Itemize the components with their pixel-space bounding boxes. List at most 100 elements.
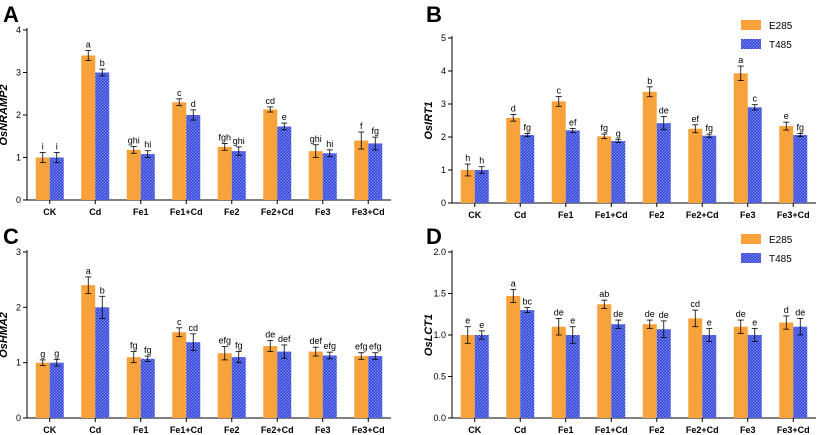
significance-label: ghi [233, 136, 245, 146]
panel-A-letter: A [3, 2, 19, 27]
significance-label: fg [600, 123, 608, 133]
bar-e285 [733, 326, 748, 418]
y-tick-label: 3 [441, 99, 446, 109]
bar-e285 [172, 102, 187, 200]
bar-t485 [231, 151, 246, 200]
legend-label-t485: T485 [769, 254, 792, 265]
bar-t485 [656, 123, 671, 203]
bar-e285 [597, 136, 612, 203]
y-tick-label: 1 [16, 358, 21, 368]
significance-label: e [707, 317, 712, 327]
bar-t485 [322, 153, 337, 200]
bar-t485 [702, 135, 717, 203]
bar-e285 [506, 117, 521, 203]
significance-label: de [659, 310, 669, 320]
significance-label: hi [144, 140, 151, 150]
significance-label: efg [218, 336, 231, 346]
x-tick-label: Fe2+Cd [261, 207, 294, 217]
bar-t485 [140, 154, 155, 200]
panel-D-letter: D [426, 224, 442, 249]
significance-label: a [86, 266, 91, 276]
significance-label: ef [569, 117, 577, 127]
bar-t485 [793, 326, 808, 418]
x-tick-label: CK [43, 425, 56, 435]
x-tick-label: CK [468, 425, 481, 435]
legend-label-e285: E285 [769, 21, 793, 32]
significance-label: h [479, 156, 484, 166]
significance-label: hi [326, 139, 333, 149]
legend-swatch-t485 [741, 253, 761, 263]
y-tick-label: 1 [16, 153, 21, 163]
x-tick-label: Fe2+Cd [686, 210, 719, 220]
significance-label: d [511, 104, 516, 114]
bar-e285 [126, 357, 141, 418]
x-tick-label: Cd [89, 425, 101, 435]
significance-label: g [40, 349, 45, 359]
bar-e285 [81, 55, 96, 200]
significance-label: b [647, 76, 652, 86]
bar-e285 [688, 318, 703, 418]
bar-e285 [81, 285, 96, 418]
y-tick-label: 2 [441, 132, 446, 142]
x-tick-label: Fe1+Cd [595, 210, 628, 220]
bar-e285 [779, 126, 794, 203]
bar-t485 [186, 115, 201, 200]
x-tick-label: Fe1 [133, 207, 149, 217]
bar-e285 [733, 73, 748, 203]
bar-e285 [506, 295, 521, 418]
significance-label: fg [235, 341, 243, 351]
bar-e285 [35, 362, 50, 418]
y-tick-label: 0 [16, 195, 21, 205]
significance-label: ef [691, 114, 699, 124]
bar-t485 [611, 140, 626, 203]
bar-t485 [747, 335, 762, 418]
y-tick-label: 5 [441, 33, 446, 43]
significance-label: b [100, 285, 105, 295]
x-tick-label: Fe2 [649, 425, 665, 435]
significance-label: e [570, 316, 575, 326]
significance-label: fg [130, 341, 138, 351]
significance-label: a [86, 39, 91, 49]
x-tick-label: Fe1 [133, 425, 149, 435]
significance-label: e [784, 111, 789, 121]
x-tick-label: Fe1+Cd [170, 207, 203, 217]
y-axis-label: OsIRT1 [423, 101, 435, 139]
x-tick-label: Fe1+Cd [170, 425, 203, 435]
significance-label: ab [599, 289, 609, 299]
y-tick-label: 1.0 [433, 330, 446, 340]
significance-label: c [557, 85, 562, 95]
y-axis-label: OsHMA2 [0, 312, 10, 358]
bar-e285 [308, 351, 323, 418]
x-tick-label: Fe1+Cd [595, 425, 628, 435]
panel-C-letter: C [3, 224, 19, 249]
significance-label: c [753, 94, 758, 104]
bar-t485 [277, 351, 292, 418]
x-tick-label: Fe3 [740, 210, 756, 220]
x-tick-label: Fe3 [315, 207, 331, 217]
bar-t485 [565, 130, 580, 203]
bar-t485 [368, 356, 383, 418]
bar-e285 [460, 170, 475, 203]
bar-e285 [460, 335, 475, 418]
significance-label: de [554, 307, 564, 317]
significance-label: e [282, 112, 287, 122]
bar-t485 [520, 135, 535, 203]
bar-t485 [49, 362, 64, 418]
bar-e285 [263, 109, 278, 200]
bar-t485 [322, 355, 337, 418]
bar-e285 [217, 146, 232, 200]
x-tick-label: Fe3 [315, 425, 331, 435]
bar-e285 [172, 332, 187, 418]
bar-t485 [49, 157, 64, 200]
legend-label-e285: E285 [769, 235, 793, 246]
bar-e285 [642, 91, 657, 203]
x-tick-label: Fe3+Cd [777, 210, 810, 220]
y-tick-label: 2 [16, 302, 21, 312]
y-tick-label: 0.0 [433, 413, 446, 423]
panel-B-letter: B [426, 2, 442, 27]
significance-label: bc [522, 297, 532, 307]
bar-t485 [474, 170, 489, 203]
significance-label: efg [355, 342, 368, 352]
y-tick-label: 1.5 [433, 289, 446, 299]
significance-label: g [616, 128, 621, 138]
